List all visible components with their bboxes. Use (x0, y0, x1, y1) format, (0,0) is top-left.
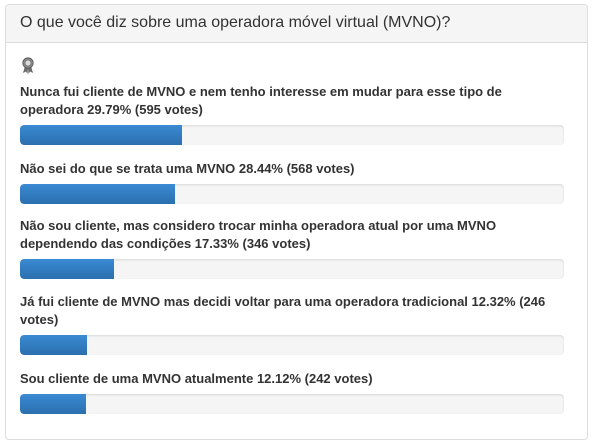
poll-progress-bar (20, 335, 88, 355)
poll-progress-track (20, 394, 564, 414)
poll-progress-bar (20, 259, 115, 279)
poll-progress-bar (20, 125, 183, 145)
poll-option-1: Nunca fui cliente de MVNO e nem tenho in… (20, 83, 565, 145)
poll-option-3: Não sou cliente, mas considero trocar mi… (20, 217, 565, 279)
poll-option-5: Sou cliente de uma MVNO atualmente 12.12… (20, 370, 565, 414)
poll-progress-bar (20, 184, 175, 204)
poll-option-label: Não sou cliente, mas considero trocar mi… (20, 218, 497, 251)
poll-option-label: Não sei do que se trata uma MVNO 28.44% … (20, 161, 355, 176)
poll-option-2: Não sei do que se trata uma MVNO 28.44% … (20, 160, 565, 204)
poll-progress-track (20, 184, 564, 204)
poll-panel: O que você diz sobre uma operadora móvel… (5, 4, 588, 440)
poll-option-label: Já fui cliente de MVNO mas decidi voltar… (20, 294, 546, 327)
poll-option-4: Já fui cliente de MVNO mas decidi voltar… (20, 293, 565, 355)
poll-progress-track (20, 259, 564, 279)
poll-option-label: Nunca fui cliente de MVNO e nem tenho in… (20, 84, 502, 117)
poll-option-label: Sou cliente de uma MVNO atualmente 12.12… (20, 371, 373, 386)
poll-progress-track (20, 335, 564, 355)
award-ribbon-icon (22, 57, 34, 74)
poll-progress-bar (20, 394, 86, 414)
poll-progress-track (20, 125, 564, 145)
poll-question: O que você diz sobre uma operadora móvel… (6, 5, 587, 43)
